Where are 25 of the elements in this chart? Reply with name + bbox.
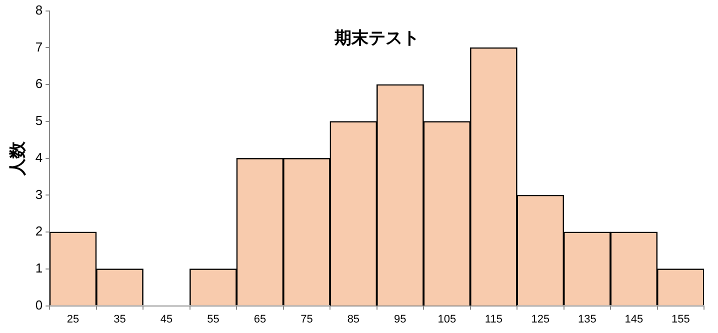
y-tick-label: 5 [35, 113, 43, 128]
y-tick-label: 2 [35, 224, 43, 239]
x-tick-label: 105 [438, 313, 456, 326]
x-tick-label: 135 [578, 313, 596, 326]
x-tick-label: 115 [484, 313, 502, 326]
y-tick-label: 4 [35, 150, 43, 165]
text: 期末テスト [333, 28, 420, 48]
x-tick-label: 125 [531, 313, 550, 326]
x-tick-label: 95 [394, 313, 406, 326]
y-tick-label: 1 [35, 260, 43, 276]
x-tick-label: 155 [671, 313, 690, 326]
y-tick-label: 3 [35, 186, 43, 202]
x-tick-label: 45 [160, 313, 173, 326]
y-tick-label: 0 [35, 297, 43, 312]
x-tick-label: 65 [254, 313, 266, 326]
x-tick-label: 25 [66, 313, 80, 326]
y-tick-label: 7 [35, 39, 43, 54]
x-tick-label: 85 [347, 313, 360, 326]
y-tick-label: 8 [35, 2, 43, 18]
x-tick-label: 75 [300, 313, 313, 326]
y-tick-label: 6 [35, 76, 43, 92]
x-tick-label: 35 [114, 313, 126, 326]
x-tick-label: 145 [624, 313, 644, 326]
y-axis-title: 人数 [8, 140, 27, 176]
x-tick-label: 55 [207, 313, 220, 326]
